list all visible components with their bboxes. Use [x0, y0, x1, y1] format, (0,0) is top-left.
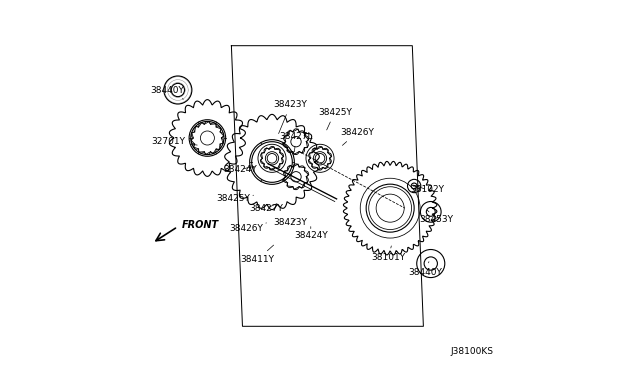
Text: 38102Y: 38102Y	[410, 185, 444, 194]
Text: 38426Y: 38426Y	[229, 223, 266, 233]
Text: FRONT: FRONT	[182, 220, 219, 230]
Text: 38101Y: 38101Y	[371, 246, 405, 263]
Text: 38440Y: 38440Y	[150, 86, 184, 99]
Text: 38427L: 38427L	[279, 132, 313, 152]
Text: 38426Y: 38426Y	[340, 128, 374, 145]
Text: 38425Y: 38425Y	[318, 108, 352, 130]
Text: J38100KS: J38100KS	[451, 347, 493, 356]
Text: 38423Y: 38423Y	[273, 218, 307, 227]
Text: 38411Y: 38411Y	[240, 245, 274, 264]
Text: 38453Y: 38453Y	[419, 210, 453, 224]
Text: 38425Y: 38425Y	[216, 195, 253, 203]
Text: 32701Y: 32701Y	[152, 137, 197, 146]
Text: 38424Y: 38424Y	[224, 165, 257, 174]
Text: 38427Y: 38427Y	[250, 203, 284, 213]
Text: 38423Y: 38423Y	[273, 100, 307, 134]
Text: 38440Y: 38440Y	[408, 262, 442, 277]
Text: 38424Y: 38424Y	[294, 227, 328, 240]
